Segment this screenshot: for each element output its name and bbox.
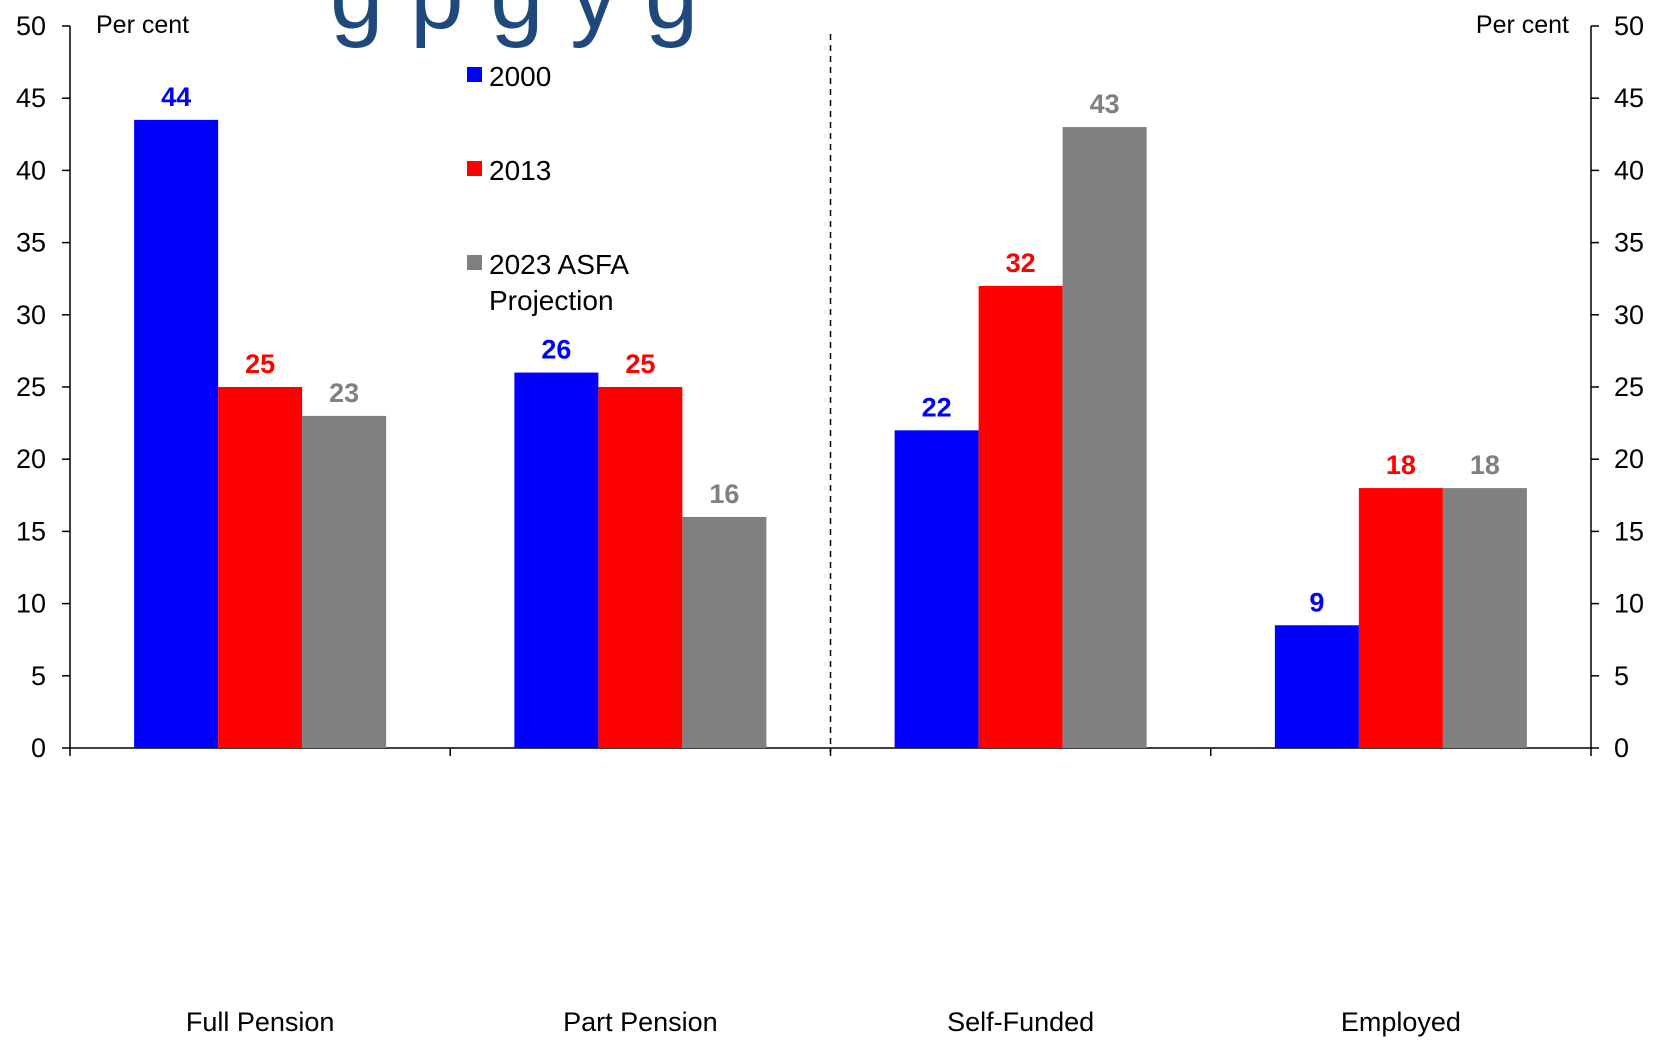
y-tick-label-right: 25 — [1614, 372, 1644, 402]
y-tick-label-left: 50 — [16, 11, 46, 41]
y-tick-label-left: 5 — [31, 661, 46, 691]
y-tick-label-left: 20 — [16, 444, 46, 474]
y-axis-label-right: Per cent — [1476, 11, 1569, 39]
bar — [302, 415, 387, 748]
bar — [598, 387, 683, 748]
data-label: 26 — [541, 335, 571, 365]
y-tick-label-left: 15 — [16, 516, 46, 546]
y-tick-label-right: 50 — [1614, 11, 1644, 41]
bar — [218, 387, 303, 748]
bar — [978, 285, 1063, 748]
y-tick-label-left: 10 — [16, 589, 46, 619]
y-tick-label-right: 10 — [1614, 589, 1644, 619]
y-tick-label-right: 5 — [1614, 661, 1629, 691]
data-label: 25 — [245, 349, 275, 379]
y-tick-label-right: 35 — [1614, 228, 1644, 258]
data-label: 22 — [922, 392, 952, 422]
bar — [1274, 625, 1359, 748]
data-label: 43 — [1090, 89, 1120, 119]
category-label: Employed — [1341, 1007, 1461, 1037]
legend-label: 2023 ASFA — [489, 249, 629, 280]
legend-label: Projection — [489, 285, 614, 316]
y-tick-label-right: 30 — [1614, 300, 1644, 330]
bar — [1358, 488, 1443, 748]
bar — [134, 119, 219, 749]
category-label: Full Pension — [186, 1007, 335, 1037]
legend-label: 2013 — [489, 155, 551, 186]
legend-label: 2000 — [489, 61, 551, 92]
category-label: Self-Funded — [947, 1007, 1094, 1037]
y-tick-label-left: 40 — [16, 155, 46, 185]
bar — [1062, 127, 1147, 748]
y-tick-label-right: 20 — [1614, 444, 1644, 474]
y-axis-label-left: Per cent — [96, 11, 189, 39]
y-tick-label-left: 35 — [16, 228, 46, 258]
bar — [1442, 488, 1527, 748]
legend-swatch — [467, 161, 482, 176]
data-label: 25 — [625, 349, 655, 379]
y-tick-label-left: 25 — [16, 372, 46, 402]
data-label: 23 — [329, 378, 359, 408]
bar — [682, 516, 767, 748]
bar — [514, 372, 599, 748]
data-label: 9 — [1309, 587, 1324, 617]
y-tick-label-right: 45 — [1614, 83, 1644, 113]
y-tick-label-right: 15 — [1614, 516, 1644, 546]
y-tick-label-right: 40 — [1614, 155, 1644, 185]
legend-swatch — [467, 255, 482, 270]
category-label: Part Pension — [563, 1007, 718, 1037]
data-label: 18 — [1470, 450, 1500, 480]
data-label: 16 — [709, 479, 739, 509]
data-label: 44 — [161, 82, 191, 112]
data-label: 18 — [1386, 450, 1416, 480]
data-label: 32 — [1006, 248, 1036, 278]
y-tick-label-left: 0 — [31, 733, 46, 763]
y-tick-label-left: 30 — [16, 300, 46, 330]
chart-title-fragment: g p g y g — [330, 0, 698, 49]
bar — [894, 430, 979, 748]
y-tick-label-left: 45 — [16, 83, 46, 113]
legend-swatch — [467, 67, 482, 82]
y-tick-label-right: 0 — [1614, 733, 1629, 763]
